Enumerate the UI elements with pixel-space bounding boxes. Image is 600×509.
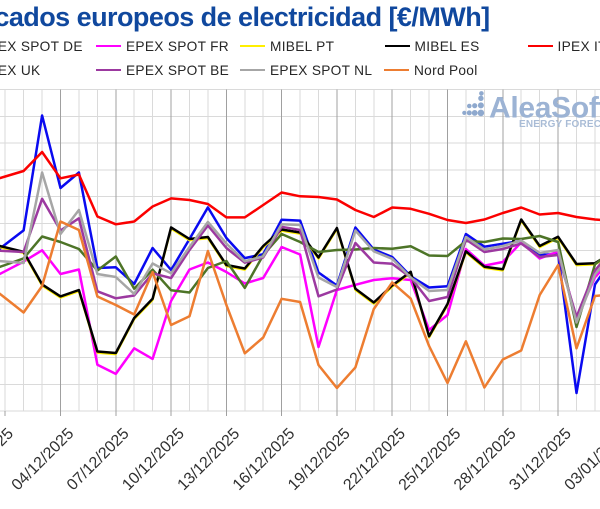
svg-text:AleaSoft: AleaSoft	[489, 92, 600, 125]
svg-text:ENERGY FORECASTING: ENERGY FORECASTING	[519, 119, 600, 130]
